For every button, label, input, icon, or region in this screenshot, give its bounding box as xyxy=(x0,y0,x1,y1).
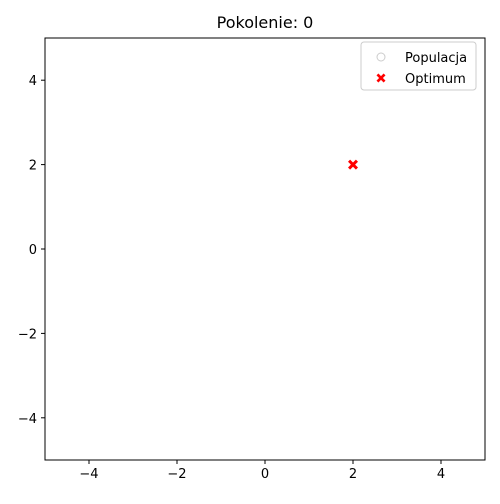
plot-frame xyxy=(44,37,486,461)
legend: Populacja Optimum xyxy=(360,41,477,91)
legend-marker-optimum xyxy=(376,73,386,83)
x-tick-label: 2 xyxy=(349,467,357,482)
y-tick-label: 2 xyxy=(29,159,37,174)
legend-label-populacja: Populacja xyxy=(405,51,467,66)
chart-title: Pokolenie: 0 xyxy=(217,13,314,32)
x-tick-label: 4 xyxy=(437,467,445,482)
legend-box xyxy=(360,41,477,91)
legend-marker-populacja xyxy=(376,52,386,62)
y-tick-label: 0 xyxy=(29,243,37,258)
y-tick-label: −2 xyxy=(18,327,37,342)
y-tick-label: 4 xyxy=(29,74,37,89)
data-point-optimum xyxy=(348,159,358,170)
y-tick-label: −4 xyxy=(18,412,37,427)
data-points xyxy=(348,159,358,170)
axes: −4 −2 0 2 4 −4 −2 0 2 4 xyxy=(18,37,486,482)
x-tick-label: −2 xyxy=(167,467,186,482)
legend-label-optimum: Optimum xyxy=(405,72,466,87)
x-tick-label: 0 xyxy=(261,467,269,482)
x-tick-label: −4 xyxy=(79,467,98,482)
